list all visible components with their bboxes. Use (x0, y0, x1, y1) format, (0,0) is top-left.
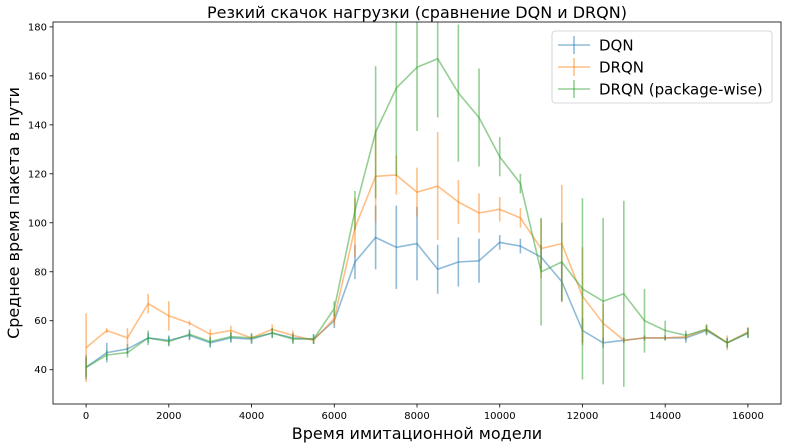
legend-item: DQN (558, 36, 634, 55)
x-tick-label: 4000 (239, 411, 264, 422)
chart-title: Резкий скачок нагрузки (сравнение DQN и … (207, 3, 627, 22)
legend: DQN DRQN DRQN (package-wise) (551, 30, 773, 104)
x-tick-label: 12000 (567, 411, 599, 422)
series-line (85, 174, 749, 349)
legend-label: DQN (599, 37, 634, 55)
x-tick-label: 0 (83, 411, 89, 422)
x-tick-label: 6000 (322, 411, 347, 422)
y-tick-label: 100 (28, 218, 47, 229)
series-1 (85, 205, 749, 380)
series-line (85, 57, 749, 368)
x-tick-label: 16000 (732, 411, 764, 422)
legend-item: DRQN (558, 58, 644, 77)
axis-ticks: 0 2000 4000 6000 8000 10000 12000 14000 16000 40 6… (28, 22, 764, 422)
legend-item: DRQN (package-wise) (558, 80, 763, 99)
y-tick-label: 180 (28, 22, 47, 33)
y-tick-label: 80 (34, 267, 47, 278)
x-tick-label: 2000 (156, 411, 181, 422)
y-tick-label: 40 (34, 365, 47, 376)
x-tick-label: 8000 (404, 411, 429, 422)
legend-label: DRQN (599, 59, 644, 77)
x-axis-label: Время имитационной модели (292, 424, 542, 443)
y-tick-label: 60 (34, 316, 47, 327)
x-tick-label: 14000 (649, 411, 681, 422)
x-tick-label: 10000 (484, 411, 516, 422)
y-axis-label: Среднее время пакета в пути (4, 87, 23, 339)
plot-area (85, 22, 749, 387)
y-tick-label: 140 (28, 120, 47, 131)
legend-frame (551, 30, 773, 104)
legend-label: DRQN (package-wise) (599, 81, 763, 99)
series-3 (85, 22, 749, 387)
y-tick-label: 160 (28, 71, 47, 82)
y-tick-label: 120 (28, 169, 47, 180)
